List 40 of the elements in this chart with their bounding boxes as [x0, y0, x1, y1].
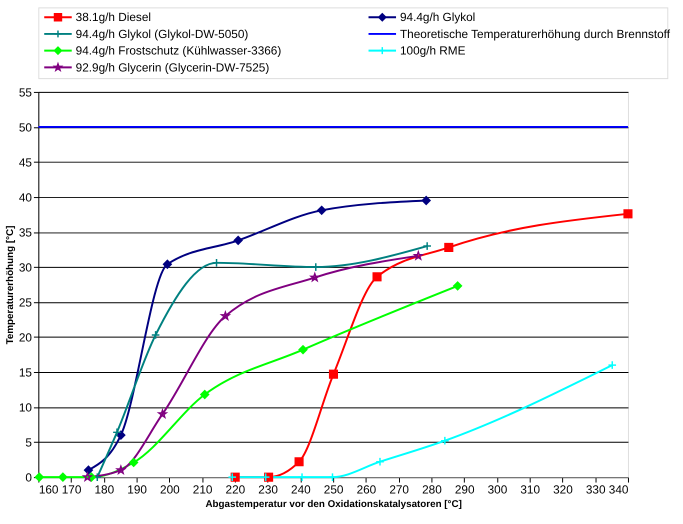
- x-tick-label: 220: [226, 483, 246, 496]
- y-tick-label: 15: [18, 366, 32, 380]
- y-tick-label: 35: [18, 226, 32, 240]
- x-tick-label: 320: [553, 483, 574, 496]
- legend-label: Theoretische Temperaturerhöhung durch Brennstoff: [400, 28, 671, 41]
- y-tick-label: 5: [25, 436, 32, 450]
- y-tick-label: 45: [18, 156, 32, 170]
- legend-label: 94.4g/h Frostschutz (Kühlwasser-3366): [76, 44, 282, 58]
- legend-label: 94.4g/h Glykol (Glykol-DW-5050): [76, 28, 248, 41]
- x-tick-label: 270: [389, 483, 410, 496]
- x-tick-label: 300: [488, 483, 508, 496]
- legend-label: 92.9g/h Glycerin (Glycerin-DW-7525): [76, 61, 270, 74]
- y-tick-label: 50: [18, 121, 32, 134]
- x-tick-label: 250: [324, 483, 344, 496]
- x-tick-label: 340: [608, 483, 629, 496]
- y-axis-title: Temperaturerhöhung [°C]: [4, 226, 16, 344]
- y-tick-label: 0: [25, 472, 32, 485]
- x-tick-label: 280: [422, 483, 442, 496]
- y-tick-label: 10: [18, 402, 32, 415]
- x-tick-label: 210: [192, 483, 213, 496]
- legend-label: 38.1g/h Diesel: [76, 11, 151, 24]
- x-tick-label: 330: [586, 483, 606, 496]
- legend-label: 94.4g/h Glykol: [400, 11, 476, 24]
- x-tick-label: 260: [356, 483, 377, 496]
- y-tick-label: 55: [18, 86, 32, 100]
- x-tick-label: 180: [94, 483, 115, 496]
- x-tick-label: 190: [127, 483, 148, 496]
- y-tick-label: 20: [18, 331, 32, 344]
- x-tick-label: 230: [258, 483, 278, 496]
- y-tick-label: 40: [18, 191, 32, 204]
- y-tick-label: 25: [18, 296, 32, 310]
- x-axis-title: Abgastemperatur vor den Oxidationskatalysatoren [°C]: [205, 499, 462, 510]
- x-tick-label: 160: [38, 483, 59, 496]
- x-tick-label: 170: [62, 483, 82, 496]
- x-tick-label: 310: [520, 483, 540, 496]
- x-tick-label: 290: [454, 483, 475, 496]
- x-tick-label: 240: [291, 483, 312, 496]
- x-tick-label: 200: [160, 483, 180, 496]
- legend-label: 100g/h RME: [400, 44, 466, 58]
- y-tick-label: 30: [18, 261, 32, 274]
